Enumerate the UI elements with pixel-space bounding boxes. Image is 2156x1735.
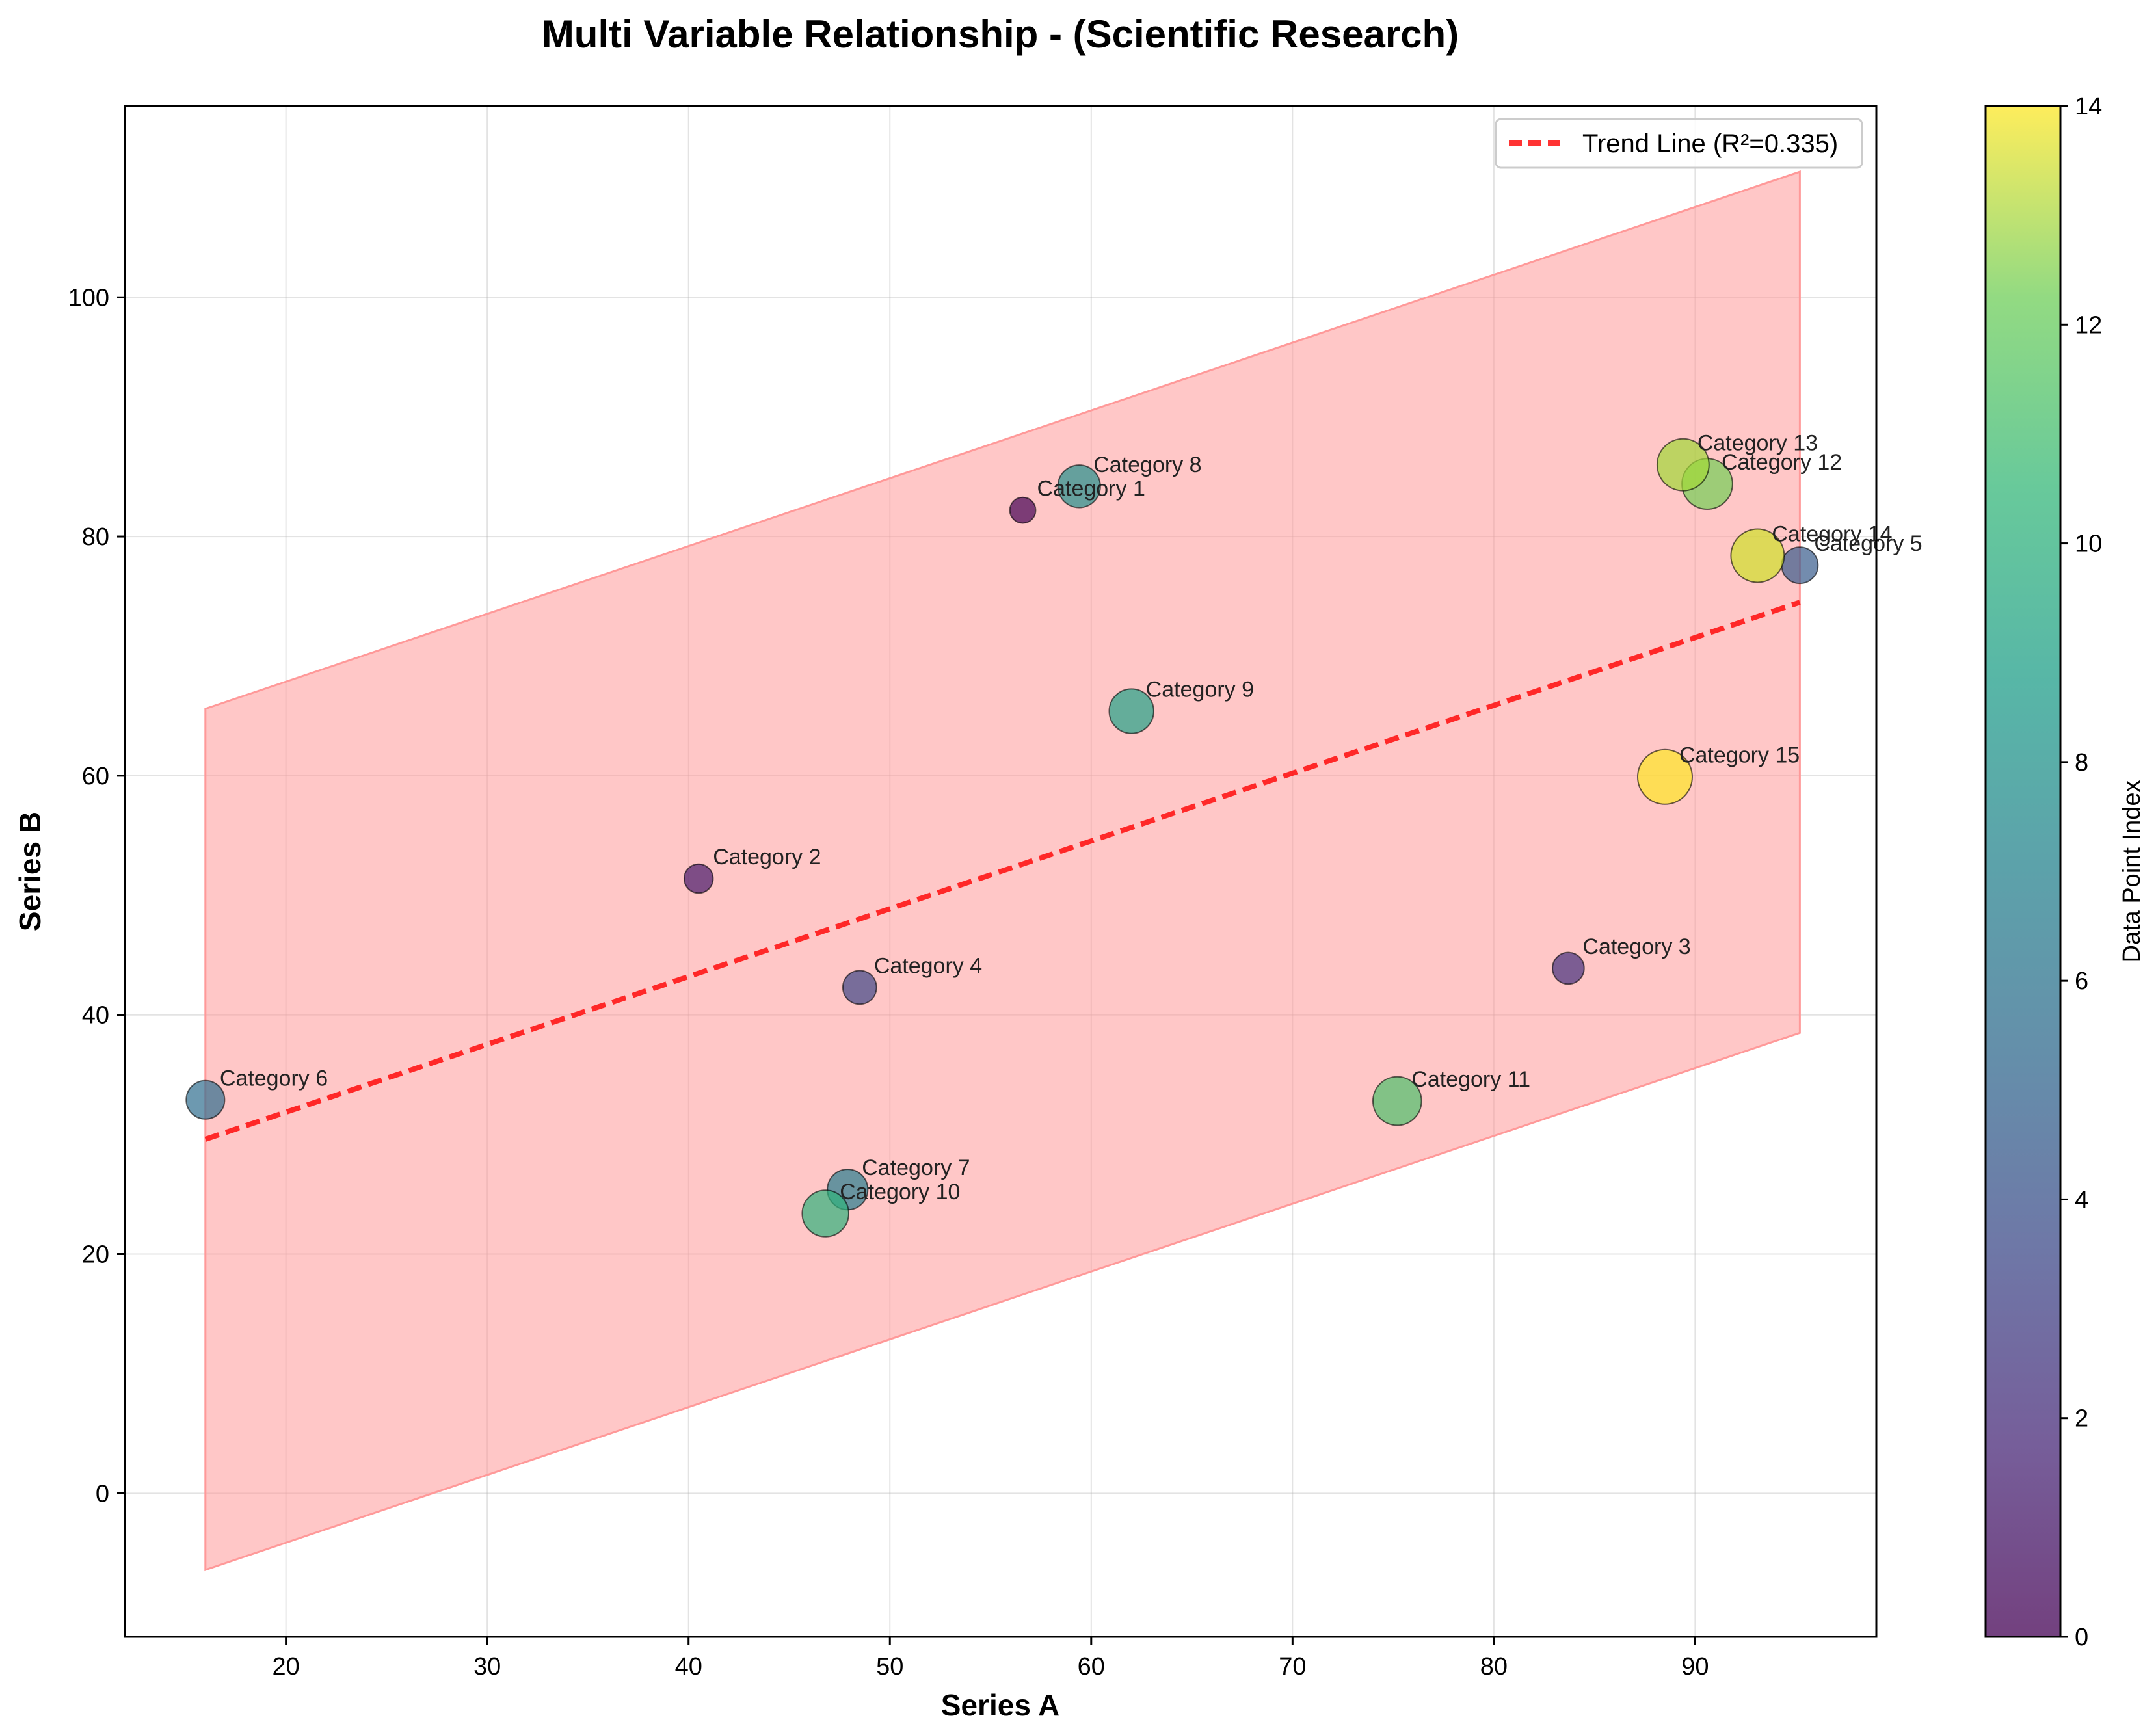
- colorbar-gradient: [1984, 105, 2062, 1638]
- data-point: [1656, 438, 1710, 492]
- point-label: Category 12: [1722, 450, 1842, 475]
- x-axis-ticks: 20 30 40 50 60 70 80 90: [272, 1637, 1709, 1680]
- colorbar-tick-label: 14: [2075, 93, 2102, 120]
- x-tick-label: 80: [1480, 1653, 1508, 1680]
- data-points: [185, 438, 1819, 1238]
- point-label: Category 13: [1697, 431, 1818, 456]
- trend-line-layer: [204, 600, 1801, 1142]
- trend-line: [204, 600, 1801, 1142]
- point-label: Category 9: [1146, 678, 1254, 702]
- point-labels: Category 1 Category 2 Category 3 Category 4…: [220, 431, 1923, 1204]
- colorbar-label: Data Point Index: [2118, 780, 2146, 963]
- x-tick-label: 60: [1078, 1653, 1105, 1680]
- point-label: Category 4: [874, 953, 982, 978]
- legend-box: [1495, 118, 1863, 169]
- point-label: Category 1: [1037, 477, 1145, 501]
- y-tick-label: 80: [82, 523, 109, 551]
- x-axis-label: Series A: [941, 1688, 1059, 1722]
- point-label: Category 14: [1772, 522, 1892, 546]
- data-point: [1781, 546, 1819, 585]
- colorbar-tick-label: 6: [2075, 968, 2088, 995]
- data-point: [1730, 528, 1785, 583]
- point-label: Category 15: [1679, 743, 1800, 768]
- data-point: [185, 1079, 226, 1120]
- x-tick-label: 40: [675, 1653, 702, 1680]
- colorbar-tick-label: 8: [2075, 749, 2088, 776]
- data-point: [683, 863, 714, 894]
- x-tick-label: 70: [1279, 1653, 1306, 1680]
- point-label: Category 6: [220, 1066, 328, 1091]
- data-point: [1057, 464, 1101, 509]
- x-tick-label: 90: [1681, 1653, 1709, 1680]
- point-label: Category 3: [1582, 934, 1690, 959]
- y-tick-label: 100: [68, 284, 109, 311]
- data-point: [842, 970, 877, 1005]
- legend-trend-label: Trend Line (R²=0.335): [1582, 129, 1838, 158]
- point-label: Category 5: [1814, 531, 1922, 556]
- point-label: Category 2: [713, 845, 821, 869]
- data-point: [801, 1189, 849, 1238]
- point-label: Category 7: [862, 1156, 970, 1180]
- colorbar-ticks: 0 2 4 6 8 10 12 14: [2060, 93, 2102, 1651]
- chart-title: Multi Variable Relationship - (Scientifi…: [542, 12, 1459, 56]
- x-tick-label: 20: [272, 1653, 299, 1680]
- colorbar-tick-label: 0: [2075, 1624, 2088, 1651]
- point-label: Category 8: [1093, 453, 1201, 477]
- legend: Trend Line (R²=0.335): [1495, 118, 1863, 169]
- y-axis-label: Series B: [13, 812, 47, 931]
- y-tick-label: 60: [82, 763, 109, 790]
- data-point: [1552, 951, 1585, 985]
- data-point: [1009, 496, 1037, 524]
- data-point: [1108, 688, 1154, 734]
- point-label: Category 10: [840, 1180, 960, 1204]
- colorbar-tick-label: 4: [2075, 1186, 2088, 1213]
- plot-frame: [124, 105, 1878, 1638]
- x-tick-label: 30: [473, 1653, 501, 1680]
- point-label: Category 11: [1411, 1067, 1530, 1092]
- y-axis-ticks: 0 20 40 60 80 100: [68, 284, 125, 1507]
- colorbar-tick-label: 2: [2075, 1405, 2088, 1433]
- y-tick-label: 20: [82, 1241, 109, 1269]
- data-point: [1372, 1076, 1422, 1126]
- y-tick-label: 0: [96, 1480, 109, 1507]
- data-point: [1636, 748, 1693, 805]
- colorbar-tick-label: 10: [2075, 531, 2102, 558]
- x-tick-label: 50: [876, 1653, 903, 1680]
- colorbar-tick-label: 12: [2075, 311, 2102, 339]
- colorbar: 0 2 4 6 8 10 12 14 Data Point Index: [1984, 93, 2146, 1651]
- y-tick-label: 40: [82, 1002, 109, 1029]
